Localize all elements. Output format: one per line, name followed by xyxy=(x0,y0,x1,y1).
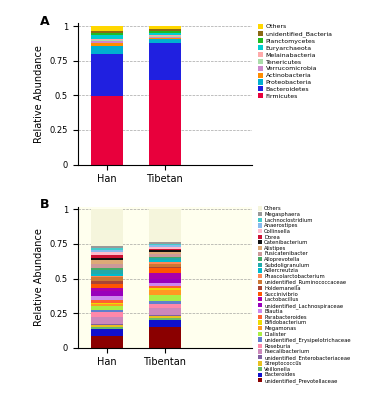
Bar xyxy=(149,262,181,264)
Bar xyxy=(91,39,123,40)
Bar xyxy=(91,306,123,310)
Bar xyxy=(149,254,181,257)
Bar xyxy=(149,301,181,304)
Bar xyxy=(149,318,181,320)
Bar xyxy=(149,290,181,294)
Bar xyxy=(149,30,181,33)
Bar xyxy=(91,43,123,46)
Bar xyxy=(91,300,123,302)
Bar xyxy=(91,288,123,291)
Bar xyxy=(149,264,181,266)
Y-axis label: Relative Abundance: Relative Abundance xyxy=(34,45,44,143)
Y-axis label: Relative Abundance: Relative Abundance xyxy=(34,228,44,326)
Bar xyxy=(149,315,181,316)
Bar xyxy=(149,242,181,244)
Bar xyxy=(91,327,123,329)
Bar xyxy=(91,291,123,296)
Bar xyxy=(91,270,123,274)
Bar xyxy=(149,80,181,164)
Bar xyxy=(91,40,123,41)
Bar xyxy=(91,54,123,96)
Bar xyxy=(149,38,181,39)
Bar xyxy=(149,37,181,38)
Legend: Others, unidentified_Bacteria, Planctomycetes, Euryarchaeota, Melainabacteria, T: Others, unidentified_Bacteria, Planctomy… xyxy=(258,24,333,99)
Bar xyxy=(149,209,181,242)
Bar xyxy=(91,255,123,258)
Bar xyxy=(91,302,123,304)
Bar xyxy=(91,281,123,284)
Bar xyxy=(149,266,181,268)
Bar xyxy=(149,258,181,260)
Bar xyxy=(149,304,181,308)
Bar xyxy=(91,46,123,54)
Bar xyxy=(149,283,181,286)
Bar xyxy=(91,252,123,255)
Bar xyxy=(91,336,123,348)
Bar xyxy=(91,246,123,248)
Bar xyxy=(91,296,123,300)
Bar xyxy=(91,30,123,33)
Bar xyxy=(149,29,181,30)
Bar xyxy=(149,327,181,348)
Bar xyxy=(91,325,123,327)
Bar xyxy=(149,39,181,44)
Bar xyxy=(91,33,123,36)
Bar xyxy=(91,264,123,268)
Bar xyxy=(149,250,181,252)
Legend: Others, Megasphaera, Lachnoclostridium, Anaerostipes, Collinsella, Dorea, Cateni: Others, Megasphaera, Lachnoclostridium, … xyxy=(258,206,351,384)
Text: A: A xyxy=(39,15,49,28)
Bar xyxy=(91,317,123,324)
Bar xyxy=(91,260,123,264)
Bar xyxy=(91,209,123,246)
Bar xyxy=(149,273,181,279)
Bar xyxy=(91,268,123,270)
Bar xyxy=(149,252,181,254)
Bar xyxy=(91,329,123,336)
Bar xyxy=(149,268,181,273)
Bar xyxy=(91,26,123,30)
Bar xyxy=(91,36,123,39)
Bar xyxy=(149,260,181,262)
Bar xyxy=(149,33,181,36)
Bar xyxy=(149,308,181,315)
Bar xyxy=(91,324,123,325)
Bar xyxy=(91,41,123,43)
Bar xyxy=(149,279,181,283)
Bar xyxy=(91,310,123,312)
Bar xyxy=(91,312,123,317)
Bar xyxy=(149,257,181,258)
Bar xyxy=(91,258,123,260)
Bar xyxy=(149,316,181,318)
Bar xyxy=(149,320,181,327)
Bar xyxy=(149,249,181,250)
Bar xyxy=(91,278,123,281)
Bar xyxy=(149,247,181,249)
Bar xyxy=(91,96,123,164)
Bar xyxy=(149,288,181,290)
Bar xyxy=(91,250,123,252)
Bar xyxy=(91,284,123,288)
Text: B: B xyxy=(39,198,49,211)
Bar xyxy=(149,294,181,301)
Bar xyxy=(91,274,123,276)
Bar xyxy=(91,276,123,278)
Bar xyxy=(149,44,181,80)
Bar xyxy=(149,36,181,37)
Bar xyxy=(149,286,181,288)
Bar xyxy=(149,26,181,29)
Bar xyxy=(91,304,123,306)
Bar xyxy=(149,244,181,246)
Bar xyxy=(91,248,123,250)
Bar xyxy=(149,246,181,247)
